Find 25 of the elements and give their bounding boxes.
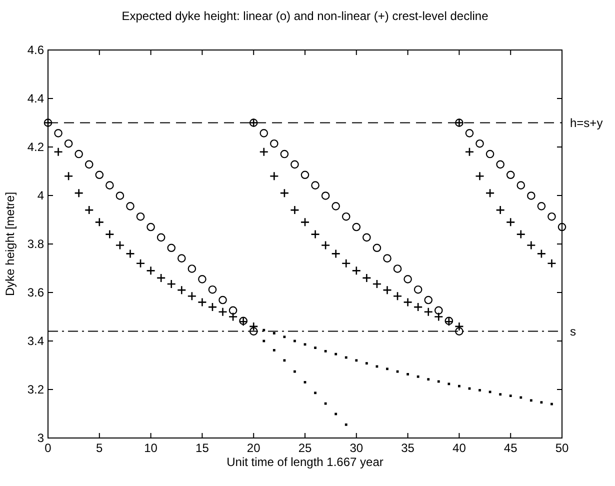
y-axis-title: Dyke height [metre]: [3, 192, 17, 296]
y-tick-label: 4.2: [27, 140, 44, 154]
ref-line-label: s: [570, 324, 576, 338]
x-tick-label: 30: [350, 441, 364, 455]
y-tick-label: 4: [37, 188, 44, 202]
x-tick-label: 15: [196, 441, 210, 455]
x-tick-label: 35: [401, 441, 415, 455]
y-tick-label: 4.4: [27, 92, 44, 106]
ref-line-label: h=s+y: [570, 116, 603, 130]
y-tick-label: 3.8: [27, 237, 44, 251]
x-axis-title: Unit time of length 1.667 year: [226, 455, 384, 469]
y-tick-label: 3.6: [27, 286, 44, 300]
y-tick-label: 3: [37, 431, 44, 445]
x-tick-label: 0: [44, 441, 52, 455]
chart-title: Expected dyke height: linear (o) and non-linear (+) crest-level decline: [122, 9, 489, 23]
x-tick-label: 5: [96, 441, 104, 455]
x-tick-label: 45: [504, 441, 518, 455]
x-tick-label: 40: [452, 441, 466, 455]
y-tick-label: 4.6: [27, 43, 44, 57]
x-tick-label: 25: [298, 441, 312, 455]
x-tick-label: 10: [144, 441, 158, 455]
y-tick-label: 3.4: [27, 334, 44, 348]
x-tick-label: 50: [555, 441, 569, 455]
x-tick-label: 20: [246, 441, 261, 455]
y-tick-label: 3.2: [27, 382, 44, 396]
